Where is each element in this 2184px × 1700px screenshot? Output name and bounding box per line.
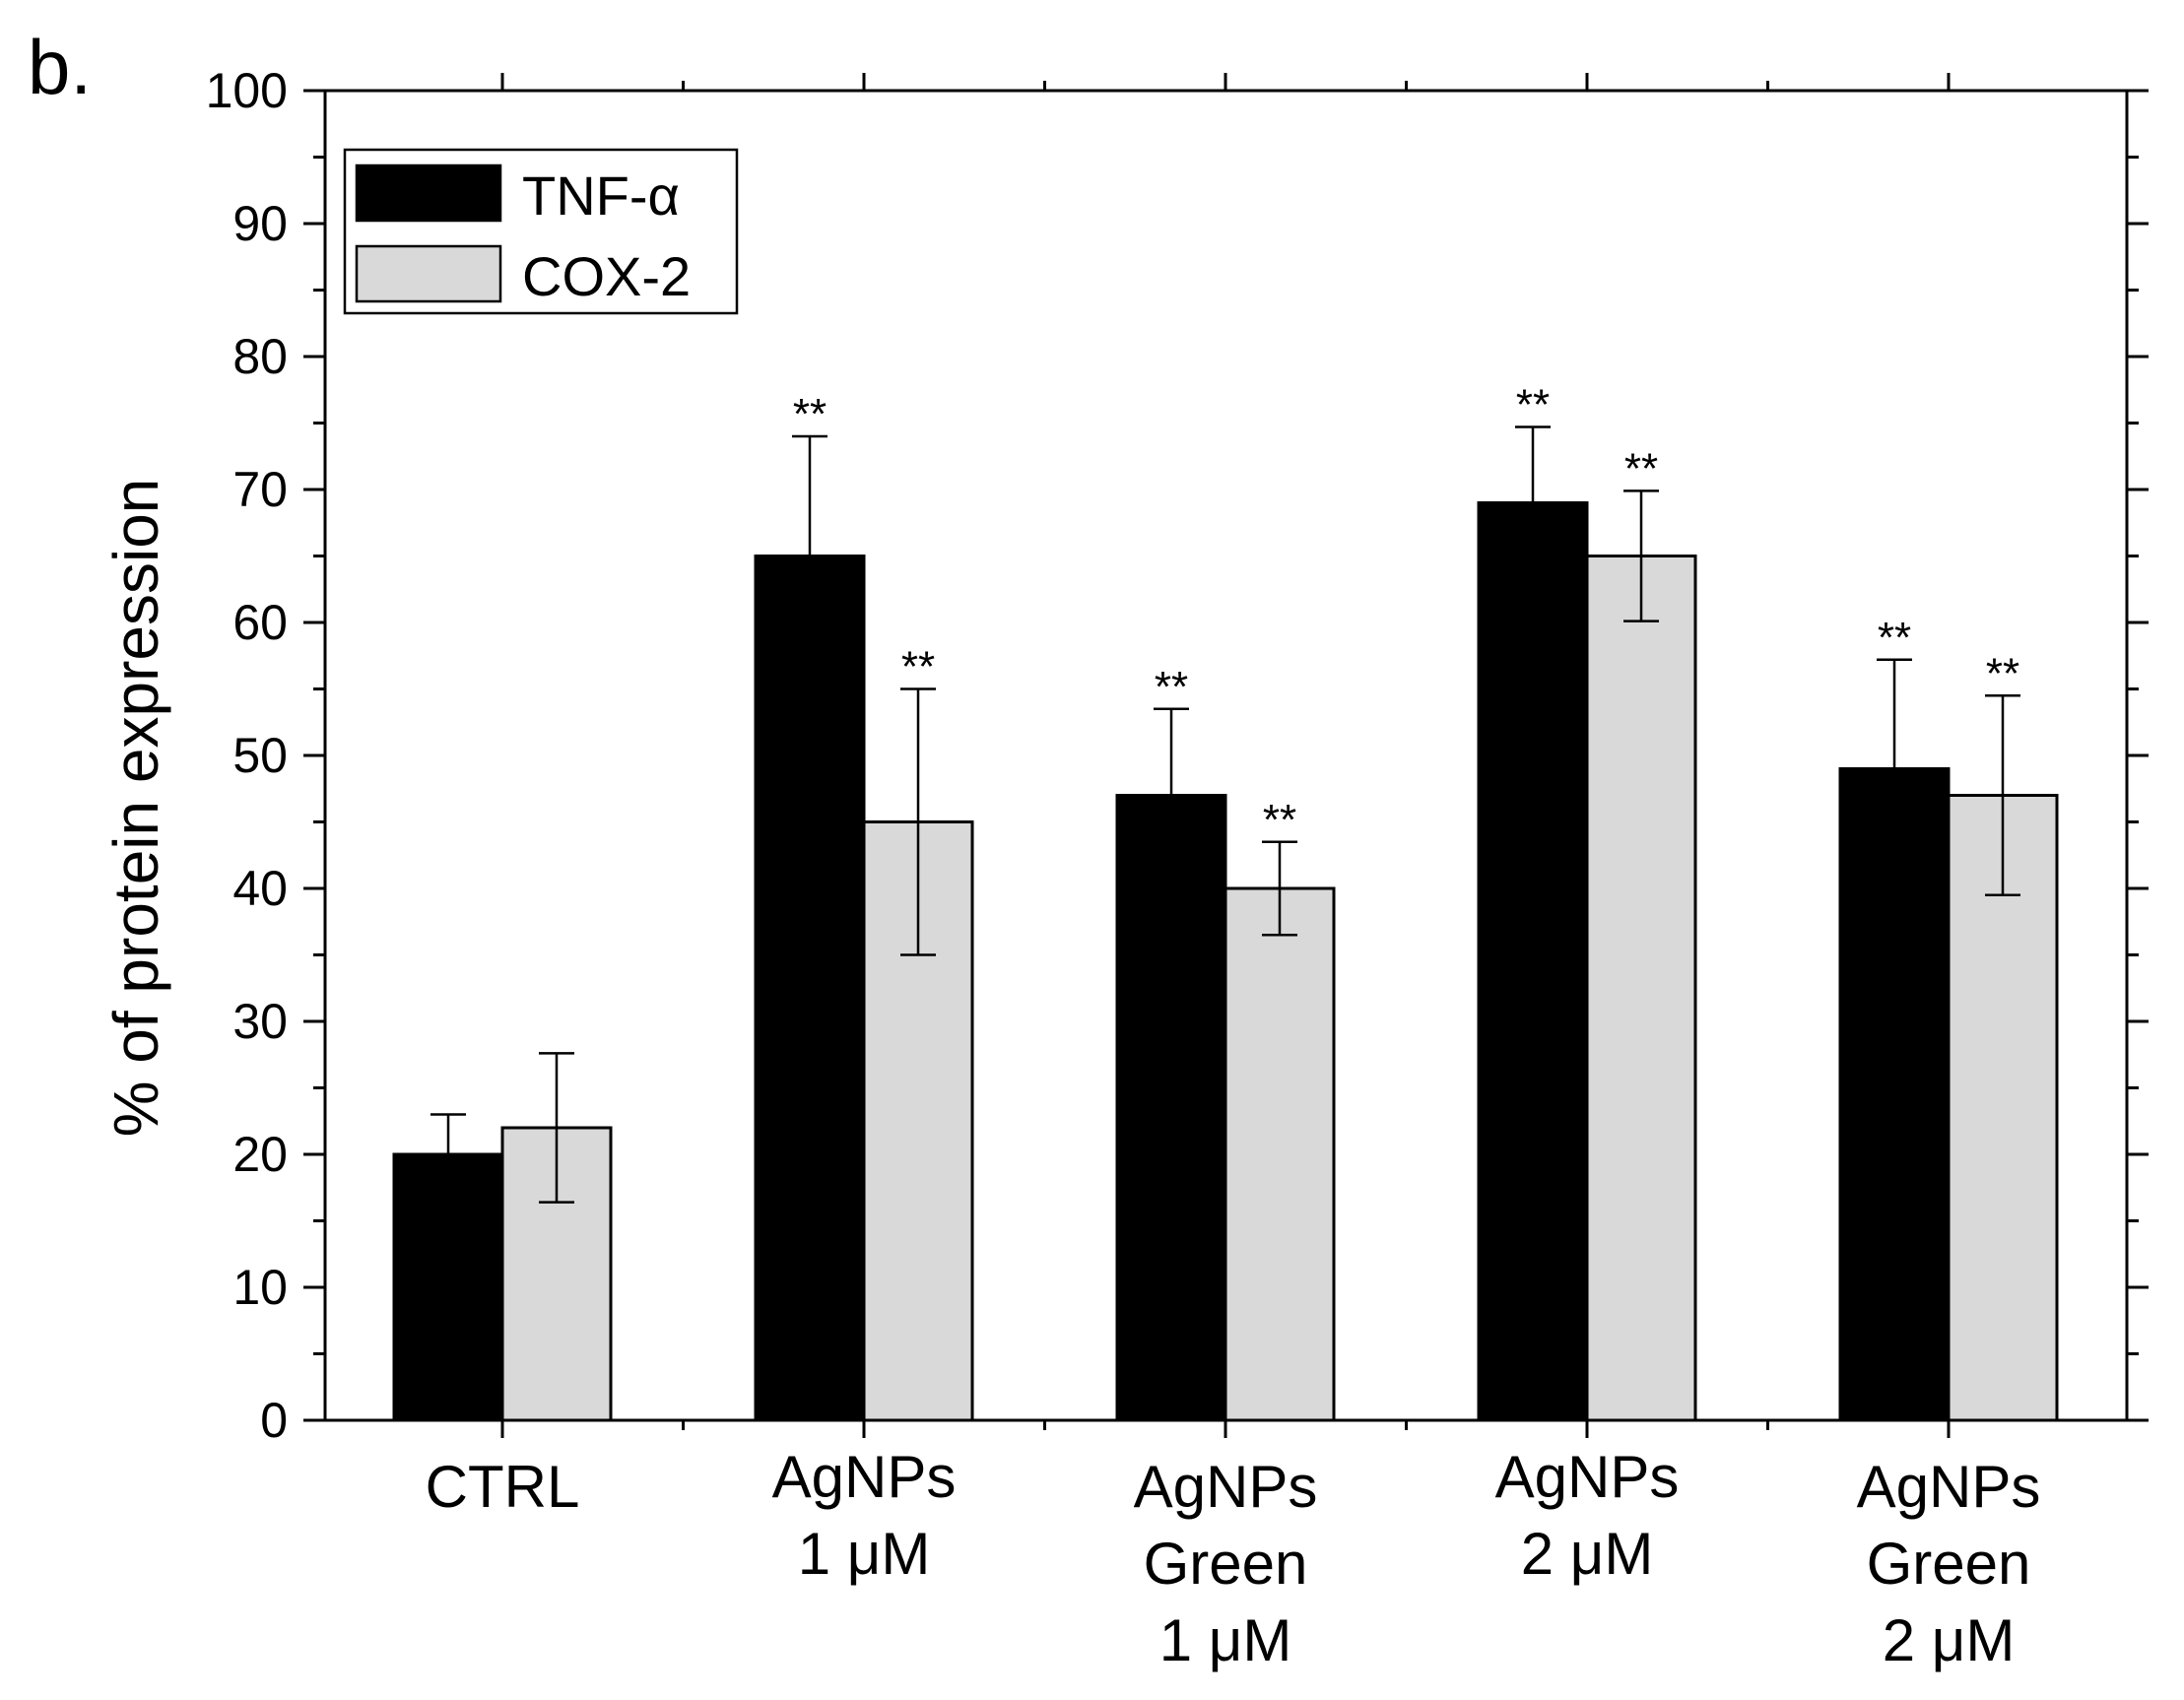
x-category-label: AgNPs 2 μM — [1495, 1444, 1680, 1587]
bar-tnf-2 — [1115, 794, 1227, 1422]
significance-mark: ** — [793, 390, 827, 438]
significance-mark: ** — [1624, 444, 1658, 492]
x-axis-ticks — [500, 73, 1951, 1438]
bar-tnf-1 — [754, 555, 866, 1422]
panel-label: b. — [28, 24, 92, 110]
bar-tnf-3 — [1477, 501, 1589, 1422]
x-category-label: AgNPs 1 μM — [772, 1444, 957, 1587]
significance-mark: ** — [1263, 796, 1296, 844]
y-axis-ticks: 0 10 20 30 40 50 60 70 80 90 100 — [206, 63, 2149, 1448]
y-tick-label: 60 — [232, 595, 288, 650]
x-category-label: AgNPs Green 1 μM — [1134, 1454, 1318, 1673]
y-tick-label: 50 — [232, 728, 288, 783]
y-tick-label: 80 — [232, 329, 288, 384]
legend-swatch-tnf — [355, 163, 502, 223]
bar-cox-2 — [1224, 886, 1336, 1422]
legend-swatch-cox — [355, 244, 502, 303]
legend: TNF-α COX-2 — [343, 148, 739, 315]
significance-layer: ** ** ** ** ** ** ** ** — [793, 381, 2019, 844]
significance-mark: ** — [1516, 381, 1550, 429]
significance-mark: ** — [1986, 649, 2019, 697]
x-axis-category-labels: CTRL AgNPs 1 μM AgNPs Green 1 μM AgNPs 2 μM AgNP… — [426, 1444, 2041, 1673]
y-tick-label: 100 — [206, 63, 288, 118]
legend-label-cox: COX-2 — [522, 245, 691, 307]
bar-cox-3 — [1585, 555, 1697, 1422]
y-tick-label: 40 — [232, 861, 288, 916]
bars-layer — [392, 501, 2059, 1422]
error-bars-layer — [430, 425, 2020, 1204]
y-tick-label: 10 — [232, 1260, 288, 1315]
bar-tnf-0 — [392, 1152, 504, 1422]
y-tick-label: 30 — [232, 994, 288, 1049]
y-tick-label: 90 — [232, 196, 288, 251]
x-category-label: CTRL — [426, 1454, 580, 1520]
y-tick-label: 70 — [232, 462, 288, 517]
y-axis-title: % of protein expression — [100, 479, 171, 1138]
significance-mark: ** — [1155, 663, 1188, 711]
significance-mark: ** — [1878, 614, 1911, 662]
y-tick-label: 20 — [232, 1127, 288, 1182]
significance-mark: ** — [901, 643, 935, 691]
x-category-label: AgNPs Green 2 μM — [1857, 1454, 2041, 1673]
y-tick-label: 0 — [260, 1393, 288, 1448]
legend-label-tnf: TNF-α — [522, 164, 680, 227]
